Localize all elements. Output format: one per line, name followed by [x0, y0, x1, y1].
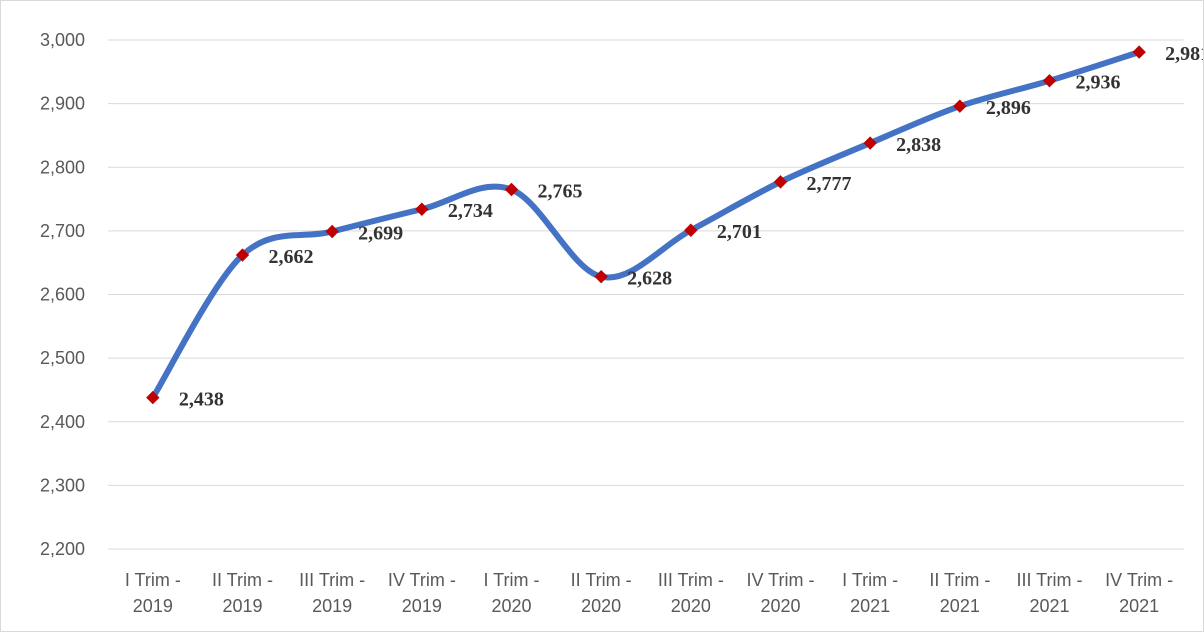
- data-label: 2,662: [269, 246, 314, 268]
- marker-group: [146, 45, 1146, 405]
- x-tick-label: IV Trim -2021: [1105, 570, 1173, 616]
- y-tick-label: 2,600: [40, 285, 85, 305]
- data-label: 2,896: [986, 97, 1031, 119]
- data-point-marker: [863, 136, 877, 150]
- data-point-marker: [504, 182, 519, 197]
- y-tick-label: 2,400: [40, 412, 85, 432]
- data-point-marker: [1132, 45, 1146, 59]
- y-tick-label: 2,900: [40, 94, 85, 114]
- data-label: 2,838: [896, 134, 941, 156]
- data-point-marker: [773, 175, 788, 189]
- x-tick-label: IV Trim -2019: [388, 570, 456, 616]
- y-tick-label: 2,500: [40, 348, 85, 368]
- x-tick-label: II Trim -2019: [212, 570, 273, 616]
- x-tick-label: I Trim -2021: [842, 570, 898, 616]
- data-point-marker: [146, 390, 160, 405]
- data-point-marker: [1042, 74, 1057, 88]
- x-axis-tick-labels: I Trim -2019 II Trim -2019 III Trim -2019 I…: [125, 570, 1173, 616]
- data-point-marker: [953, 99, 967, 113]
- data-label: 2,628: [627, 268, 672, 290]
- data-point-marker: [594, 269, 608, 284]
- data-label-group: 2,438 2,662 2,699 2,734 2,765 2,628 2,701 2,777…: [179, 43, 1203, 410]
- data-point-marker: [325, 224, 339, 239]
- x-tick-label: I Trim -2019: [125, 570, 181, 616]
- y-tick-label: 2,200: [40, 539, 85, 559]
- gridlines: [108, 39, 1184, 550]
- x-tick-label: IV Trim -2020: [747, 570, 815, 616]
- data-point-marker: [684, 223, 698, 237]
- x-tick-label: III Trim -2020: [658, 570, 724, 616]
- data-label: 2,734: [448, 200, 493, 222]
- data-label: 2,981: [1165, 43, 1203, 65]
- x-tick-label: III Trim -2021: [1017, 570, 1083, 616]
- data-label: 2,777: [807, 173, 852, 195]
- x-tick-label: II Trim -2021: [929, 570, 990, 616]
- data-label: 2,765: [538, 181, 583, 203]
- y-axis-tick-labels: 2,200 2,300 2,400 2,500 2,600 2,700 2,800 2,900…: [40, 30, 85, 559]
- data-label: 2,701: [717, 221, 762, 243]
- y-tick-label: 2,800: [40, 157, 85, 177]
- y-tick-label: 2,300: [40, 475, 85, 495]
- y-tick-label: 3,000: [40, 30, 85, 50]
- x-tick-label: III Trim -2019: [299, 570, 365, 616]
- data-label: 2,936: [1076, 72, 1121, 94]
- data-point-marker: [235, 248, 250, 262]
- data-label: 2,699: [358, 223, 403, 245]
- y-tick-label: 2,700: [40, 221, 85, 241]
- x-tick-label: I Trim -2020: [484, 570, 540, 616]
- x-tick-label: II Trim -2020: [571, 570, 632, 616]
- data-point-marker: [415, 202, 429, 216]
- data-label: 2,438: [179, 389, 224, 411]
